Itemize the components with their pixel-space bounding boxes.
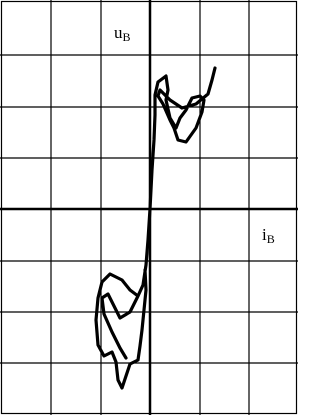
subscript: B <box>267 232 275 246</box>
hysteresis-curve <box>96 68 215 388</box>
subscript: B <box>123 30 131 44</box>
page: {"axes": {"vertical": {"symbol": "u", "s… <box>0 0 298 415</box>
vertical-axis-label: uB <box>114 23 131 44</box>
horizontal-axis-label: iB <box>262 225 275 246</box>
oscillogram: uB iB <box>0 0 298 415</box>
